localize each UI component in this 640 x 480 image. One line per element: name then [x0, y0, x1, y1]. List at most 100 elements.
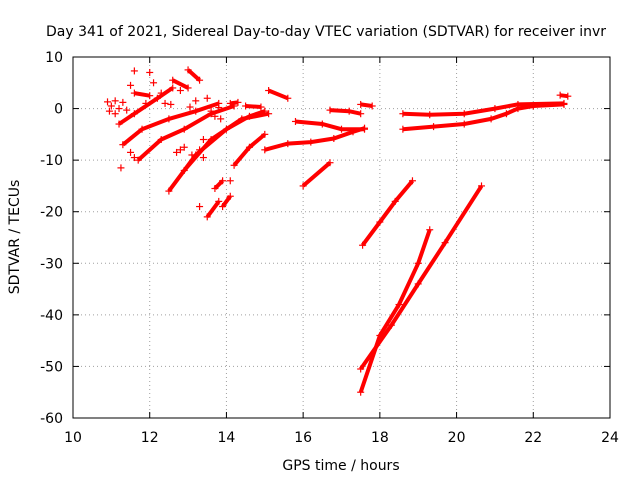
- data-point: [180, 143, 188, 151]
- data-point: [226, 177, 234, 185]
- data-point: [357, 100, 365, 108]
- data-point: [180, 125, 188, 133]
- series-track-g: [326, 106, 365, 118]
- data-point: [338, 125, 345, 133]
- data-point: [426, 226, 434, 234]
- data-point: [186, 103, 194, 111]
- data-point: [211, 185, 219, 193]
- series-trace: [182, 111, 269, 172]
- series-trace: [360, 179, 415, 247]
- series-track-d: [357, 182, 486, 373]
- data-point: [361, 125, 369, 133]
- data-point: [226, 192, 234, 200]
- series-track-n: [180, 110, 273, 174]
- data-point: [395, 301, 403, 309]
- data-point: [242, 102, 250, 110]
- data-point: [217, 115, 225, 123]
- data-point: [104, 98, 112, 106]
- data-point: [291, 117, 299, 125]
- series-trace: [213, 179, 225, 190]
- series-trace: [358, 229, 432, 393]
- x-tick-label: 12: [141, 430, 159, 446]
- series-scatter: [104, 67, 234, 211]
- data-point: [357, 110, 365, 118]
- data-point: [460, 110, 468, 118]
- series-trace: [359, 184, 484, 371]
- data-point: [399, 125, 407, 133]
- series-track-u: [130, 89, 154, 100]
- data-point: [115, 105, 123, 113]
- series-track-w: [219, 192, 234, 211]
- x-tick-label: 10: [64, 430, 82, 446]
- data-point: [142, 99, 150, 107]
- data-point: [284, 94, 292, 102]
- data-point: [127, 81, 135, 89]
- data-point: [414, 259, 422, 267]
- plot-area: [104, 66, 572, 396]
- data-point: [167, 100, 175, 108]
- y-tick-label: -20: [40, 205, 63, 221]
- data-point: [176, 146, 184, 154]
- y-tick-label: -50: [40, 359, 63, 375]
- data-point: [169, 76, 177, 84]
- series-track-y: [226, 98, 242, 107]
- data-point: [514, 100, 522, 108]
- series-track-t: [169, 76, 192, 92]
- axis-ticks: 10 12 14 16 18 20 22 24 10 0 -10 -20 -30 -40 -50 -60: [40, 50, 619, 446]
- series-track-o: [230, 130, 269, 169]
- series-trace: [186, 68, 201, 82]
- data-point: [130, 67, 138, 75]
- series-trace: [301, 161, 332, 188]
- series-track-x: [211, 177, 227, 193]
- data-point: [219, 177, 227, 185]
- data-point: [307, 138, 315, 146]
- data-point: [196, 146, 204, 154]
- grid: [73, 57, 610, 418]
- data-point: [153, 94, 161, 102]
- data-point: [299, 182, 307, 190]
- data-point: [357, 365, 365, 373]
- data-point: [138, 125, 146, 133]
- data-point: [357, 388, 365, 396]
- data-point: [211, 112, 219, 120]
- data-point: [414, 280, 422, 288]
- data-point: [199, 136, 207, 144]
- data-point: [460, 120, 468, 128]
- series-trace: [267, 88, 289, 101]
- data-point: [564, 92, 572, 100]
- series-trace: [329, 108, 362, 116]
- data-point: [330, 134, 338, 142]
- data-point: [326, 106, 334, 114]
- y-tick-label: 10: [45, 50, 63, 66]
- data-point: [196, 203, 204, 211]
- data-point: [111, 97, 119, 105]
- series-track-z: [242, 102, 265, 111]
- data-point: [230, 161, 238, 169]
- data-point: [196, 76, 204, 84]
- chart-title: Day 341 of 2021, Sidereal Day-to-day VTE…: [46, 24, 606, 40]
- x-tick-label: 20: [448, 430, 466, 446]
- x-tick-label: 18: [371, 430, 389, 446]
- data-point: [245, 143, 253, 151]
- series-track-b: [359, 177, 416, 249]
- data-point: [318, 120, 326, 128]
- data-point: [119, 98, 127, 106]
- series-trace: [167, 109, 266, 193]
- data-point: [219, 203, 227, 211]
- data-point: [257, 103, 265, 111]
- data-point: [345, 107, 353, 115]
- y-axis-label: SDTVAR / TECUs: [7, 180, 23, 295]
- data-point: [478, 182, 486, 190]
- data-point: [265, 110, 273, 118]
- data-point: [127, 148, 135, 156]
- series-trace: [295, 119, 365, 132]
- data-point: [441, 239, 449, 247]
- series-track-h: [357, 100, 376, 110]
- data-point: [176, 87, 184, 95]
- data-point: [130, 89, 138, 97]
- x-tick-label: 14: [218, 430, 236, 446]
- series-trace: [220, 195, 232, 208]
- data-point: [326, 159, 334, 167]
- data-point: [359, 241, 367, 249]
